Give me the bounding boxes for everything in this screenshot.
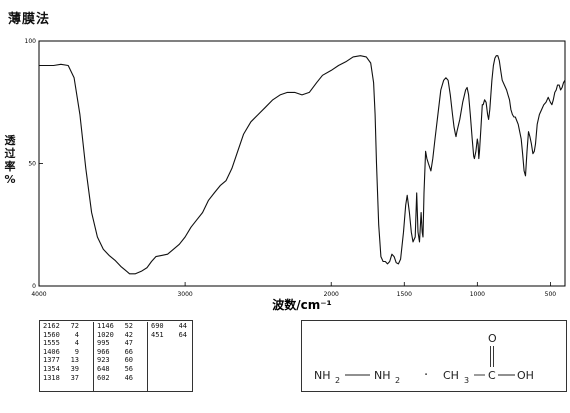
peak-wavenumber: 451 <box>151 330 164 339</box>
y-tick-label: 0 <box>32 283 36 290</box>
subscript-2: 2 <box>395 376 400 385</box>
peak-row: 1146 52 <box>94 322 147 331</box>
peak-wavenumber: 2162 <box>43 322 60 330</box>
y-tick-label: 50 <box>28 161 36 168</box>
x-tick-label: 3000 <box>177 291 192 298</box>
peak-row: 1377 13 <box>40 356 93 365</box>
plot-frame <box>38 40 566 287</box>
peak-transmittance: 4 <box>74 330 79 339</box>
peak-row: 923 60 <box>94 356 147 365</box>
peak-wavenumber: 995 <box>97 339 110 348</box>
peak-transmittance: 56 <box>124 364 133 373</box>
ir-spectrum-chart: 4000 3000 2000 1500 1000 500 0 50 100 波数/cm⁻¹ <box>25 38 566 312</box>
peak-wavenumber: 1020 <box>97 330 114 339</box>
peak-wavenumber: 1146 <box>97 322 114 330</box>
peak-transmittance: 4 <box>74 339 79 348</box>
peak-row: 1354 39 <box>40 365 93 374</box>
peak-transmittance: 64 <box>178 330 187 339</box>
page-title: 薄膜法 <box>8 12 51 27</box>
peak-transmittance: 44 <box>178 322 187 330</box>
y-axis-label: 透 过 率 % <box>1 134 19 186</box>
x-tick-label: 1000 <box>470 291 485 298</box>
y-label-char: 过 <box>4 147 16 160</box>
peak-wavenumber: 1406 <box>43 347 60 356</box>
peak-row: 1318 37 <box>40 374 93 383</box>
peak-transmittance: 66 <box>124 347 133 356</box>
spectrum-line <box>39 55 566 275</box>
peak-wavenumber: 1555 <box>43 339 60 348</box>
peak-transmittance: 72 <box>70 322 79 330</box>
y-label-char: 透 <box>4 134 16 147</box>
peak-row: 648 56 <box>94 365 147 374</box>
peak-wavenumber: 1318 <box>43 373 60 382</box>
peak-row: 451 64 <box>148 331 192 340</box>
salt-dot: · <box>424 368 428 383</box>
x-tick-label: 4000 <box>31 291 46 298</box>
peak-transmittance: 46 <box>124 373 133 382</box>
x-tick-label: 1500 <box>397 291 412 298</box>
peak-transmittance: 39 <box>70 364 79 373</box>
peak-row: 2162 72 <box>40 322 93 331</box>
peak-row: 1555 4 <box>40 339 93 348</box>
nh2-right: NH <box>374 369 391 382</box>
peak-wavenumber: 1377 <box>43 356 60 365</box>
y-label-char: 率 <box>4 160 16 173</box>
nh2-left: NH <box>314 369 331 382</box>
subscript-2: 2 <box>335 376 340 385</box>
subscript-3: 3 <box>464 376 469 385</box>
peak-wavenumber: 648 <box>97 364 110 373</box>
peak-row: 995 47 <box>94 339 147 348</box>
peak-row: 1560 4 <box>40 331 93 340</box>
peak-row: 1406 9 <box>40 348 93 357</box>
peak-transmittance: 52 <box>124 322 133 330</box>
x-tick-label: 2000 <box>324 291 339 298</box>
carbonyl-oxygen: O <box>488 332 497 345</box>
peak-wavenumber: 602 <box>97 373 110 382</box>
peak-transmittance: 47 <box>124 339 133 348</box>
peak-wavenumber: 1560 <box>43 330 60 339</box>
peak-transmittance: 37 <box>70 373 79 382</box>
peak-wavenumber: 923 <box>97 356 110 365</box>
peak-wavenumber: 1354 <box>43 364 60 373</box>
peak-transmittance: 42 <box>124 330 133 339</box>
peak-transmittance: 9 <box>74 347 79 356</box>
hydroxyl-group: OH <box>517 369 534 382</box>
ch3-group: CH <box>443 369 459 382</box>
peak-table: 2162 72 1560 4 1555 4 1406 9 1377 13 1354 39 1318 37 … <box>39 320 193 392</box>
peak-wavenumber: 690 <box>151 322 164 330</box>
axis-ticks: 4000 3000 2000 1500 1000 500 0 50 100 <box>25 38 557 298</box>
carbonyl-carbon: C <box>488 369 496 382</box>
x-axis-label: 波数/cm⁻¹ <box>272 297 332 312</box>
peak-transmittance: 13 <box>70 356 79 365</box>
peak-row: 602 46 <box>94 374 147 383</box>
y-tick-label: 100 <box>25 38 37 45</box>
peak-row: 966 66 <box>94 348 147 357</box>
peak-column: 2162 72 1560 4 1555 4 1406 9 1377 13 1354 39 1318 37 <box>40 322 94 391</box>
peak-wavenumber: 966 <box>97 347 110 356</box>
y-label-char: % <box>4 173 16 186</box>
peak-row: 690 44 <box>148 322 192 331</box>
structure-drawing: NH 2 NH 2 · CH 3 C OH O <box>314 332 534 385</box>
peak-row: 1020 42 <box>94 331 147 340</box>
peak-column: 690 44 451 64 <box>148 322 192 391</box>
peak-column: 1146 52 1020 42 995 47 966 66 923 60 648 56 602 46 <box>94 322 148 391</box>
x-tick-label: 500 <box>545 291 557 298</box>
structure-formula: NH 2 NH 2 · CH 3 C OH O <box>301 320 567 392</box>
peak-transmittance: 60 <box>124 356 133 365</box>
